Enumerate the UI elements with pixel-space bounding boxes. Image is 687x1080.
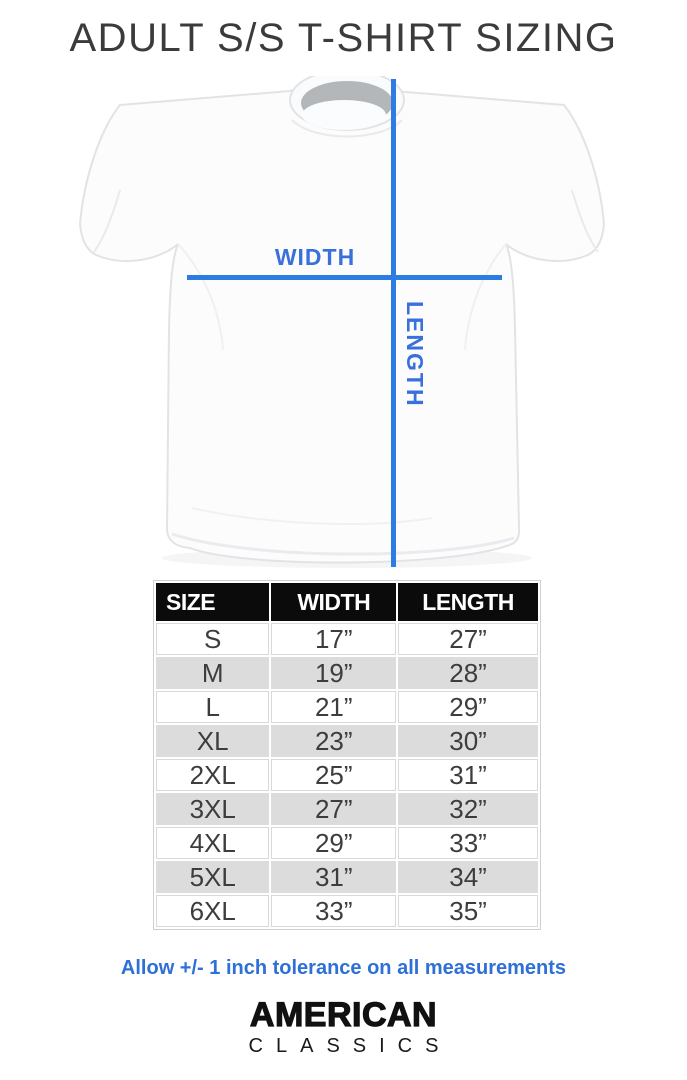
length-cell: 30” — [398, 725, 538, 757]
size-cell: 6XL — [156, 895, 270, 927]
length-cell: 27” — [398, 623, 538, 655]
width-cell: 21” — [271, 691, 397, 723]
size-cell: 3XL — [156, 793, 270, 825]
size-cell: S — [156, 623, 270, 655]
tshirt-illustration — [78, 76, 606, 568]
brand-logo: AMERICAN CLASSICS — [0, 995, 687, 1058]
length-cell: 28” — [398, 657, 538, 689]
length-measure-line — [391, 79, 396, 567]
length-cell: 32” — [398, 793, 538, 825]
table-row: 2XL 25” 31” — [156, 759, 538, 791]
length-cell: 31” — [398, 759, 538, 791]
table-row: 4XL 29” 33” — [156, 827, 538, 859]
length-cell: 29” — [398, 691, 538, 723]
size-chart-table: SIZE WIDTH LENGTH S 17” 27” M 19” 28” L 21” 29” X… — [153, 580, 541, 930]
table-header-row: SIZE WIDTH LENGTH — [156, 583, 538, 621]
size-cell: 5XL — [156, 861, 270, 893]
width-label: WIDTH — [274, 244, 356, 270]
width-cell: 29” — [271, 827, 397, 859]
brand-name: AMERICAN — [249, 995, 438, 1034]
width-cell: 25” — [271, 759, 397, 791]
header-length: LENGTH — [398, 583, 538, 621]
table-row: 3XL 27” 32” — [156, 793, 538, 825]
table-row: S 17” 27” — [156, 623, 538, 655]
length-label: LENGTH — [402, 301, 428, 408]
width-cell: 17” — [271, 623, 397, 655]
header-width: WIDTH — [271, 583, 397, 621]
length-cell: 33” — [398, 827, 538, 859]
header-size: SIZE — [156, 583, 270, 621]
page-title: ADULT S/S T-SHIRT SIZING — [69, 16, 618, 60]
length-cell: 34” — [398, 861, 538, 893]
width-cell: 27” — [271, 793, 397, 825]
size-cell: 4XL — [156, 827, 270, 859]
width-cell: 31” — [271, 861, 397, 893]
brand-subname: CLASSICS — [248, 1035, 452, 1057]
table-row: 5XL 31” 34” — [156, 861, 538, 893]
table-row: M 19” 28” — [156, 657, 538, 689]
width-cell: 19” — [271, 657, 397, 689]
width-cell: 23” — [271, 725, 397, 757]
size-cell: 2XL — [156, 759, 270, 791]
size-table-body: S 17” 27” M 19” 28” L 21” 29” XL 23” 30” 2XL 25” 31” 3X… — [156, 623, 538, 927]
size-cell: XL — [156, 725, 270, 757]
table-row: XL 23” 30” — [156, 725, 538, 757]
width-measure-line — [187, 275, 502, 280]
length-cell: 35” — [398, 895, 538, 927]
size-cell: L — [156, 691, 270, 723]
tolerance-note: Allow +/- 1 inch tolerance on all measur… — [120, 957, 567, 979]
table-row: 6XL 33” 35” — [156, 895, 538, 927]
tshirt-photo — [72, 76, 620, 576]
width-cell: 33” — [271, 895, 397, 927]
table-row: L 21” 29” — [156, 691, 538, 723]
size-cell: M — [156, 657, 270, 689]
